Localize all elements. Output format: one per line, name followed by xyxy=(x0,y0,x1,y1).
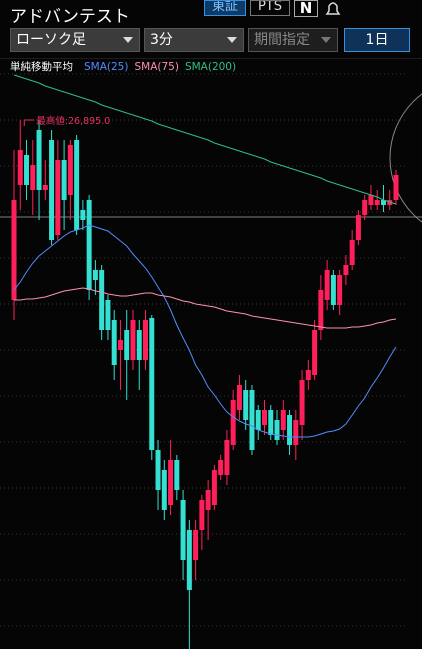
news-button[interactable]: N xyxy=(294,0,318,17)
dropdown-text: 3分 xyxy=(150,32,173,48)
chart: 単純移動平均 SMA(25) SMA(75) SMA(200) 最高値:26,895.… xyxy=(0,58,422,649)
candle-body xyxy=(36,130,42,190)
candle-body xyxy=(349,240,355,265)
candle-body xyxy=(17,150,23,185)
period-dropdown[interactable]: 期間指定 xyxy=(248,28,338,52)
exchange-tab[interactable]: 東証 xyxy=(204,0,246,16)
dropdown-text: 期間指定 xyxy=(254,32,310,48)
candle-body xyxy=(299,380,305,425)
candle-body xyxy=(168,460,174,505)
candle-body xyxy=(330,275,336,305)
candle-body xyxy=(318,290,324,330)
candle-body xyxy=(374,200,380,205)
candle-body xyxy=(11,200,17,300)
candle-body xyxy=(393,175,399,200)
candle-body xyxy=(368,195,374,205)
candle-body xyxy=(130,320,136,360)
high-price-label: 最高値:26,895.0 xyxy=(36,115,110,127)
annotation-marker xyxy=(23,119,35,126)
candle-body xyxy=(193,530,199,560)
candle-body xyxy=(355,215,361,240)
candle-body xyxy=(67,145,73,195)
candle-body xyxy=(274,420,280,440)
candle-body xyxy=(86,200,92,290)
candle-body xyxy=(362,200,368,215)
candle-body xyxy=(343,265,349,275)
candle-body xyxy=(105,300,111,330)
candle-body xyxy=(186,530,192,590)
candle-body xyxy=(218,460,224,475)
magnifier-outline xyxy=(389,93,422,223)
candle-body xyxy=(99,270,105,330)
candle-body xyxy=(280,410,286,430)
candle-body xyxy=(143,320,149,360)
sma-line xyxy=(13,74,397,205)
candle-body xyxy=(155,450,161,490)
candle-body xyxy=(199,500,205,530)
exchange-tab[interactable]: PTS xyxy=(250,0,290,16)
candle-body xyxy=(287,415,293,445)
candle-body xyxy=(149,318,155,450)
legend-entry: SMA(75) xyxy=(134,61,178,73)
candle-body xyxy=(337,275,343,305)
candle-body xyxy=(61,160,67,200)
legend-entry: SMA(25) xyxy=(84,61,128,73)
interval-dropdown[interactable]: 3分 xyxy=(144,28,244,52)
dropdown-text: ローソク足 xyxy=(16,32,86,48)
candle-body xyxy=(249,390,255,450)
legend-title: 単純移動平均 xyxy=(10,60,73,73)
legend-entry: SMA(200) xyxy=(185,61,236,73)
candle-body xyxy=(293,420,299,445)
candle-body xyxy=(243,390,249,420)
candle-body xyxy=(230,400,236,445)
candle-body xyxy=(211,470,217,505)
candle-body xyxy=(42,185,48,190)
candle-body xyxy=(312,330,318,375)
candle-body xyxy=(117,340,123,350)
candle-body xyxy=(380,200,386,205)
candle-body xyxy=(49,140,55,240)
candle-body xyxy=(30,165,36,190)
sma-line xyxy=(13,224,397,438)
candle-body xyxy=(24,155,30,185)
candle-body xyxy=(55,160,61,235)
candle-body xyxy=(261,410,267,425)
candle-body xyxy=(124,330,130,360)
stock-name: アドバンテスト xyxy=(10,7,130,27)
candle-body xyxy=(255,410,261,430)
candle-body xyxy=(174,460,180,490)
candle-body xyxy=(92,270,98,280)
sma-line xyxy=(14,287,397,329)
alert-button[interactable] xyxy=(322,0,344,16)
candle-body xyxy=(305,370,311,380)
candle-body xyxy=(224,440,230,475)
candle-body xyxy=(161,470,167,510)
candle-body xyxy=(268,410,274,435)
candle-body xyxy=(74,140,80,230)
candle-body xyxy=(111,320,117,365)
range-button[interactable]: 1日 xyxy=(344,28,410,52)
candle-body xyxy=(324,270,330,300)
candle-body xyxy=(136,330,142,360)
candle-body xyxy=(205,490,211,510)
candle-body xyxy=(80,210,86,220)
candle-body xyxy=(180,500,186,560)
chart-type-dropdown[interactable]: ローソク足 xyxy=(10,28,140,52)
candle-body xyxy=(236,385,242,410)
